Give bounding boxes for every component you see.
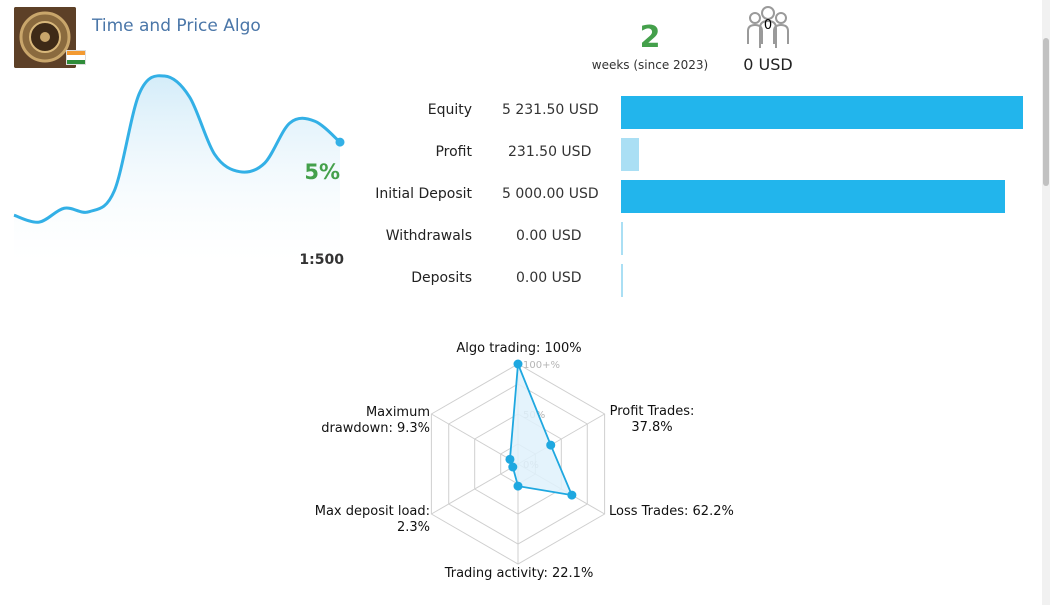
- stat-label: Withdrawals: [385, 228, 472, 244]
- radar-data-point: [508, 462, 518, 472]
- radar-scale-label: 0%: [523, 460, 539, 471]
- growth-percent: 5%: [304, 160, 340, 184]
- stat-value: 0.00 USD: [516, 270, 582, 286]
- radar-data-point: [546, 440, 556, 450]
- radar-axis-label: Maximum drawdown: 9.3%: [321, 405, 430, 436]
- radar-scale-label: 50%: [523, 410, 545, 421]
- radar-grid-ring: [500, 443, 536, 485]
- radar-axis-label: Loss Trades: 62.2%: [609, 504, 734, 519]
- radar-grid-ring: [430, 363, 606, 565]
- radar-axis-label: Max deposit load: 2.3%: [314, 504, 430, 535]
- radar-data-point: [513, 359, 523, 369]
- radar-grid-ring: [474, 413, 562, 515]
- stat-value: 231.50 USD: [508, 144, 592, 160]
- radar-axis-label: Algo trading: 100%: [456, 341, 582, 356]
- stat-value: 5 231.50 USD: [502, 102, 599, 118]
- stat-bar: [621, 138, 639, 171]
- stat-label: Profit: [435, 144, 472, 160]
- radar-data-point: [505, 454, 515, 464]
- radar-data-point: [567, 490, 577, 500]
- subscribers-icon: [747, 6, 789, 48]
- leverage: 1:500: [299, 252, 344, 268]
- scrollbar-thumb[interactable]: [1043, 38, 1049, 186]
- stat-label: Equity: [427, 102, 472, 118]
- radar-data-point: [513, 481, 523, 491]
- radar-scale-label: 100+%: [523, 360, 560, 371]
- scrollbar[interactable]: [1042, 0, 1050, 605]
- avatar[interactable]: [14, 7, 76, 68]
- stat-bar: [621, 96, 1023, 129]
- growth-line: [13, 74, 341, 224]
- radar-axis-line: [517, 463, 605, 515]
- subscribers-usd: 0 USD: [743, 55, 793, 74]
- growth-chart: [13, 74, 345, 262]
- stat-bar: [621, 222, 623, 255]
- weeks-count: 2: [639, 20, 661, 55]
- stat-bar: [621, 264, 623, 297]
- country-flag-icon: [66, 50, 86, 65]
- radar-axis-line: [431, 413, 519, 465]
- signal-title[interactable]: Time and Price Algo: [92, 16, 261, 36]
- radar-axis-line: [431, 463, 519, 515]
- stat-value: 5 000.00 USD: [502, 186, 599, 202]
- stat-label: Deposits: [411, 270, 472, 286]
- subscribers-count: 0: [763, 18, 773, 33]
- radar-data-polygon: [509, 363, 574, 497]
- stat-bar: [621, 180, 1006, 213]
- growth-endpoint: [335, 137, 345, 147]
- stat-value: 0.00 USD: [516, 228, 582, 244]
- radar-axis-line: [517, 413, 605, 465]
- radar-grid-ring: [448, 383, 588, 545]
- growth-area: [14, 75, 340, 262]
- radar-axis-label: Profit Trades: 37.8%: [609, 404, 695, 435]
- stat-label: Initial Deposit: [375, 186, 472, 202]
- radar-axis-label: Trading activity: 22.1%: [444, 566, 594, 581]
- weeks-label: weeks (since 2023): [591, 58, 709, 72]
